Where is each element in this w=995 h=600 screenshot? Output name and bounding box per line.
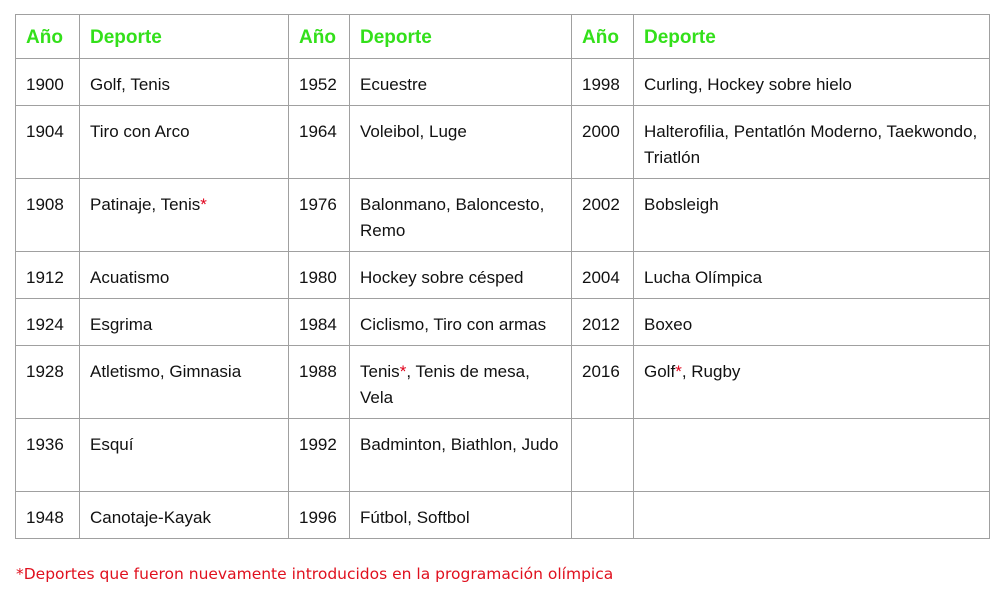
sport-text: Canotaje-Kayak <box>90 508 211 527</box>
sport-text: Bobsleigh <box>644 195 719 214</box>
sport-cell: Esgrima <box>79 298 289 346</box>
header-year: Año <box>15 14 80 59</box>
sport-cell: Ciclismo, Tiro con armas <box>349 298 572 346</box>
year-cell: 2016 <box>571 345 634 419</box>
sport-text: Atletismo, Gimnasia <box>90 362 242 381</box>
sport-text: Esgrima <box>90 315 153 334</box>
year-cell: 1908 <box>15 178 80 252</box>
olympic-sports-table: Año Deporte Año Deporte Año Deporte 1900… <box>15 14 990 539</box>
reintroduced-marker: * <box>399 362 407 381</box>
sport-cell: Curling, Hockey sobre hielo <box>633 58 990 106</box>
year-cell: 2002 <box>571 178 634 252</box>
year-cell: 2004 <box>571 251 634 299</box>
year-cell: 1952 <box>288 58 350 106</box>
year-cell: 1936 <box>15 418 80 492</box>
sport-text: Hockey sobre césped <box>360 268 524 287</box>
footnote: *Deportes que fueron nuevamente introduc… <box>16 565 614 583</box>
sport-text: Esquí <box>90 435 134 454</box>
year-cell: 1904 <box>15 105 80 179</box>
header-sport: Deporte <box>349 14 572 59</box>
header-sport: Deporte <box>79 14 289 59</box>
year-cell: 1976 <box>288 178 350 252</box>
sport-text: Tenis <box>360 362 400 381</box>
sport-text: Golf, Tenis <box>90 75 171 94</box>
sport-text: Fútbol, Softbol <box>360 508 470 527</box>
header-row: Año Deporte Año Deporte Año Deporte <box>15 14 990 59</box>
sport-cell: Ecuestre <box>349 58 572 106</box>
year-cell: 1900 <box>15 58 80 106</box>
sport-cell: Voleibol, Luge <box>349 105 572 179</box>
year-cell: 1928 <box>15 345 80 419</box>
year-cell: 1984 <box>288 298 350 346</box>
sport-text: Ciclismo, Tiro con armas <box>360 315 547 334</box>
year-cell: 1992 <box>288 418 350 492</box>
year-cell: 1912 <box>15 251 80 299</box>
sport-cell: Tiro con Arco <box>79 105 289 179</box>
sport-cell: Fútbol, Softbol <box>349 491 572 539</box>
sport-cell <box>633 491 990 539</box>
header-sport: Deporte <box>633 14 990 59</box>
year-cell: 1988 <box>288 345 350 419</box>
header-year: Año <box>288 14 350 59</box>
sport-text: Voleibol, Luge <box>360 122 467 141</box>
sport-text: , Tenis de mesa, Vela <box>360 362 530 407</box>
sport-cell: Badminton, Biathlon, Judo <box>349 418 572 492</box>
sport-cell: Atletismo, Gimnasia <box>79 345 289 419</box>
table-row: 1912 Acuatismo 1980 Hockey sobre césped 2004… <box>15 251 990 299</box>
sport-cell: Golf*, Rugby <box>633 345 990 419</box>
sport-text: Boxeo <box>644 315 693 334</box>
sport-cell: Golf, Tenis <box>79 58 289 106</box>
year-cell: 1948 <box>15 491 80 539</box>
sport-text: , Rugby <box>681 362 741 381</box>
year-cell: 2012 <box>571 298 634 346</box>
sport-cell: Boxeo <box>633 298 990 346</box>
sport-cell: Balonmano, Baloncesto, Remo <box>349 178 572 252</box>
sport-cell: Halterofilia, Pentatlón Moderno, Taekwon… <box>633 105 990 179</box>
year-cell: 2000 <box>571 105 634 179</box>
sport-cell: Patinaje, Tenis* <box>79 178 289 252</box>
sport-cell: Canotaje-Kayak <box>79 491 289 539</box>
table-row: 1928 Atletismo, Gimnasia 1988 Tenis*, Tenis… <box>15 345 990 419</box>
sport-cell: Esquí <box>79 418 289 492</box>
sport-text: Lucha Olímpica <box>644 268 763 287</box>
sport-text: Golf <box>644 362 676 381</box>
sport-cell: Lucha Olímpica <box>633 251 990 299</box>
year-cell <box>571 418 634 492</box>
sport-text: Curling, Hockey sobre hielo <box>644 75 852 94</box>
sport-text: Ecuestre <box>360 75 428 94</box>
table-row: 1900 Golf, Tenis 1952 Ecuestre 1998 Curling, … <box>15 58 990 106</box>
year-cell: 1964 <box>288 105 350 179</box>
sport-text: Acuatismo <box>90 268 170 287</box>
table-row: 1908 Patinaje, Tenis* 1976 Balonmano, Balon… <box>15 178 990 252</box>
sport-text: Tiro con Arco <box>90 122 190 141</box>
sport-text: Badminton, Biathlon, Judo <box>360 435 559 454</box>
year-cell <box>571 491 634 539</box>
table-row: 1924 Esgrima 1984 Ciclismo, Tiro con armas 2… <box>15 298 990 346</box>
table-row: 1904 Tiro con Arco 1964 Voleibol, Luge 2000 H… <box>15 105 990 179</box>
year-cell: 1998 <box>571 58 634 106</box>
sport-cell: Acuatismo <box>79 251 289 299</box>
sport-text: Patinaje, Tenis <box>90 195 201 214</box>
sport-cell: Bobsleigh <box>633 178 990 252</box>
sport-text: Balonmano, Baloncesto, Remo <box>360 195 545 240</box>
table-row: 1948 Canotaje-Kayak 1996 Fútbol, Softbol <box>15 491 990 539</box>
year-cell: 1924 <box>15 298 80 346</box>
sport-text: Halterofilia, Pentatlón Moderno, Taekwon… <box>644 122 978 167</box>
year-cell: 1996 <box>288 491 350 539</box>
table-body: 1900 Golf, Tenis 1952 Ecuestre 1998 Curling, … <box>15 58 990 539</box>
header-year: Año <box>571 14 634 59</box>
year-cell: 1980 <box>288 251 350 299</box>
table-row: 1936 Esquí 1992 Badminton, Biathlon, Judo <box>15 418 990 492</box>
sport-cell: Tenis*, Tenis de mesa, Vela <box>349 345 572 419</box>
sport-cell <box>633 418 990 492</box>
reintroduced-marker: * <box>675 362 682 381</box>
sport-cell: Hockey sobre césped <box>349 251 572 299</box>
reintroduced-marker: * <box>200 195 207 214</box>
